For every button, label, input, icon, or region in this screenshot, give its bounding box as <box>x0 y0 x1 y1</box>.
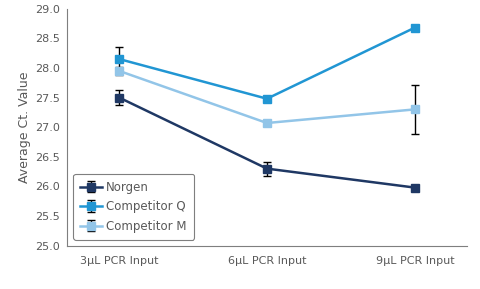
Legend: Norgen, Competitor Q, Competitor M: Norgen, Competitor Q, Competitor M <box>73 174 193 240</box>
Y-axis label: Average Ct. Value: Average Ct. Value <box>18 71 31 183</box>
